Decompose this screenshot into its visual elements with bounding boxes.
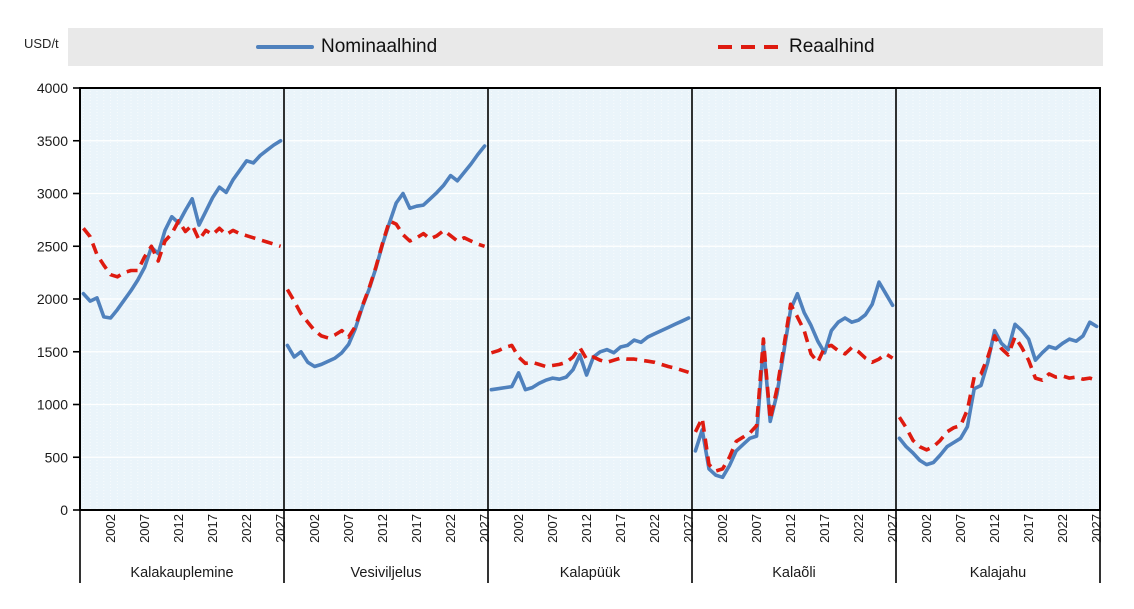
- x-tick-label-kalapuuk-2027: 2027: [681, 514, 696, 543]
- nominal-line-kalajahu: [897, 320, 1099, 467]
- panel-label-vesiviljelus: Vesiviljelus: [351, 565, 422, 581]
- y-tick-label-4000: 4000: [37, 80, 68, 96]
- nominal-line-sample: [256, 45, 314, 49]
- y-tick-label-3500: 3500: [37, 133, 68, 149]
- x-tick-label-vesiviljelus-2012: 2012: [375, 514, 390, 543]
- x-tick-label-kalapuuk-2002: 2002: [511, 514, 526, 543]
- x-tick-label-vesiviljelus-2027: 2027: [477, 514, 492, 543]
- x-tick-label-kalapuuk-2022: 2022: [647, 514, 662, 543]
- x-tick-label-kalakauplemine-2007: 2007: [137, 514, 152, 543]
- y-tick-label-2500: 2500: [37, 238, 68, 254]
- x-tick-label-kalajahu-2027: 2027: [1089, 514, 1104, 543]
- x-tick-label-kalaoli-2002: 2002: [715, 514, 730, 543]
- x-tick-label-kalakauplemine-2022: 2022: [239, 514, 254, 543]
- x-tick-label-kalajahu-2007: 2007: [953, 514, 968, 543]
- x-tick-label-vesiviljelus-2017: 2017: [409, 514, 424, 543]
- x-axis-kalajahu: 2002 2007 2012 2017 2022 2027 Kalajahu: [919, 514, 1104, 581]
- x-tick-label-kalaoli-2027: 2027: [885, 514, 900, 543]
- panel-label-kalaoli: Kalaõli: [772, 565, 816, 581]
- x-tick-label-kalakauplemine-2027: 2027: [273, 514, 288, 543]
- x-tick-label-vesiviljelus-2022: 2022: [443, 514, 458, 543]
- y-tick-label-2000: 2000: [37, 291, 68, 307]
- legend-item-reaalhind: Reaalhind: [718, 28, 875, 66]
- x-tick-label-kalajahu-2017: 2017: [1021, 514, 1036, 543]
- x-tick-label-kalajahu-2002: 2002: [919, 514, 934, 543]
- x-axis-kalakauplemine: 2002 2007 2012 2017 2022 2027 Kalakauplemine: [103, 514, 288, 581]
- panel-label-kalapuuk: Kalapüük: [560, 565, 621, 581]
- x-tick-label-kalaoli-2012: 2012: [783, 514, 798, 543]
- x-axis-kalapuuk: 2002 2007 2012 2017 2022 2027 Kalapüük: [511, 514, 696, 581]
- real-line-kalapuuk: [490, 343, 690, 375]
- chart-legend: Nominaalhind Reaalhind: [68, 28, 1103, 66]
- x-tick-label-kalakauplemine-2012: 2012: [171, 514, 186, 543]
- x-tick-label-kalakauplemine-2017: 2017: [205, 514, 220, 543]
- y-tick-label-1000: 1000: [37, 397, 68, 413]
- x-tick-label-kalaoli-2007: 2007: [749, 514, 764, 543]
- y-axis-unit-label: USD/t: [24, 36, 59, 51]
- y-axis: 0 500 1000 1500 2000 2500 3000 3500 4000: [37, 80, 80, 518]
- x-tick-label-kalakauplemine-2002: 2002: [103, 514, 118, 543]
- x-tick-label-kalajahu-2012: 2012: [987, 514, 1002, 543]
- y-tick-label-3000: 3000: [37, 186, 68, 202]
- y-tick-label-500: 500: [45, 449, 69, 465]
- x-tick-label-kalapuuk-2012: 2012: [579, 514, 594, 543]
- nominal-line-kalaoli: [693, 280, 895, 480]
- panel-separators: [79, 88, 1101, 583]
- legend-label-nominaalhind: Nominaalhind: [321, 36, 438, 57]
- legend-label-reaalhind: Reaalhind: [789, 36, 875, 57]
- x-axis-vesiviljelus: 2002 2007 2012 2017 2022 2027 Vesiviljelus: [307, 514, 492, 581]
- x-tick-label-kalaoli-2022: 2022: [851, 514, 866, 543]
- x-tick-label-kalapuuk-2007: 2007: [545, 514, 560, 543]
- nominal-line-kalapuuk: [489, 316, 691, 392]
- x-tick-label-vesiviljelus-2007: 2007: [341, 514, 356, 543]
- legend-item-nominaalhind: Nominaalhind: [256, 28, 437, 66]
- y-tick-label-1500: 1500: [37, 344, 68, 360]
- real-line-kalaoli: [693, 302, 894, 473]
- nominal-line-kalakauplemine: [81, 139, 283, 320]
- x-tick-label-kalapuuk-2017: 2017: [613, 514, 628, 543]
- y-tick-label-0: 0: [60, 502, 68, 518]
- x-tick-label-vesiviljelus-2002: 2002: [307, 514, 322, 543]
- real-line-vesiviljelus: [285, 219, 486, 340]
- x-tick-label-kalaoli-2017: 2017: [817, 514, 832, 543]
- real-line-sample: [718, 45, 782, 49]
- panel-label-kalajahu: Kalajahu: [970, 565, 1026, 581]
- x-axis-kalaoli: 2002 2007 2012 2017 2022 2027 Kalaõli: [715, 514, 900, 581]
- x-tick-label-kalajahu-2022: 2022: [1055, 514, 1070, 543]
- horizontal-gridlines: [80, 140, 1100, 458]
- panel-label-kalakauplemine: Kalakauplemine: [130, 565, 233, 581]
- real-line-kalakauplemine: [81, 219, 282, 279]
